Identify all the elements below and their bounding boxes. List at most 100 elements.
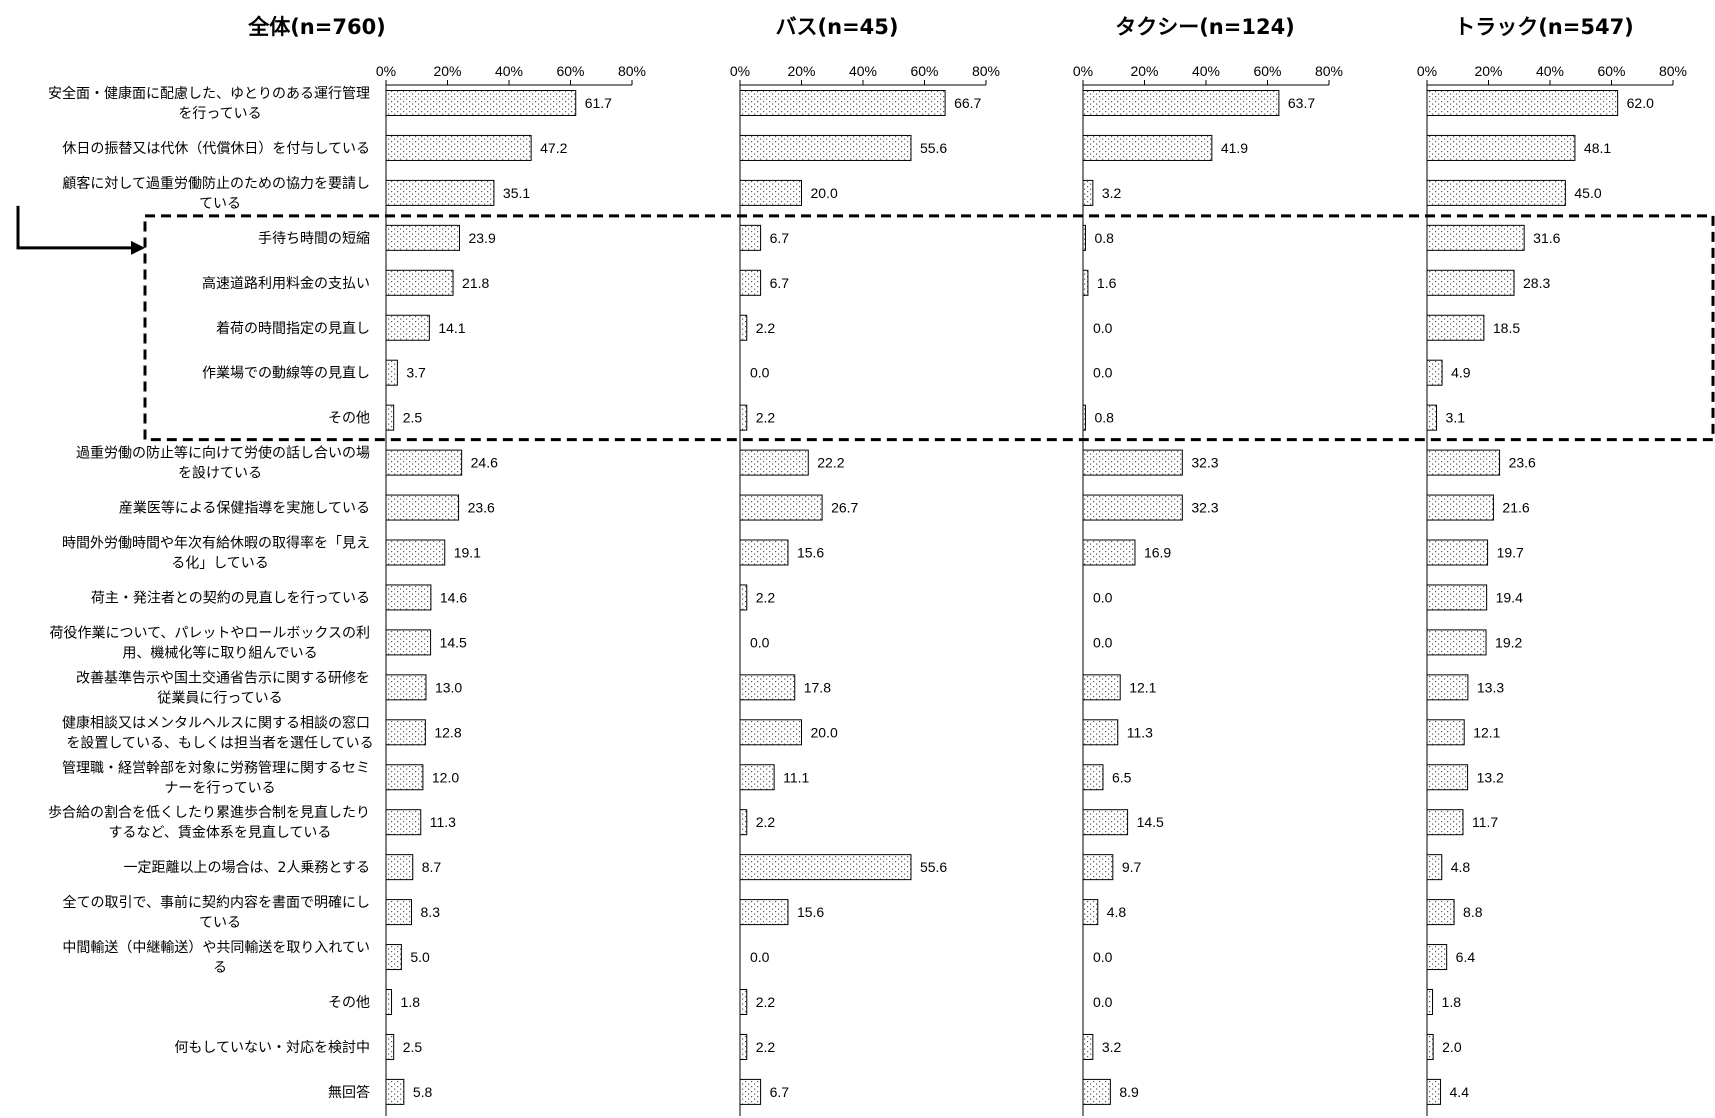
bar (1426, 899, 1455, 926)
data-label: 4.4 (1450, 1084, 1470, 1100)
bar (1082, 764, 1104, 791)
bar (1426, 674, 1469, 701)
bar (385, 269, 454, 296)
category-label: 無回答 (328, 1084, 370, 1101)
panel-title: 全体(n=760) (247, 15, 386, 39)
category-label: 歩合給の割合を低くしたり累進歩合制を見直したりするなど、賃金体系を見直している (48, 804, 370, 841)
category-label: 顧客に対して過重労働防止のための協力を要請している (62, 175, 370, 212)
data-label: 63.7 (1288, 95, 1315, 111)
data-label: 0.0 (750, 365, 770, 381)
bar (1426, 224, 1525, 251)
bar (739, 854, 912, 881)
x-tick-label: 60% (910, 63, 938, 79)
bar (739, 449, 809, 476)
bar (1426, 314, 1485, 341)
panel-2: バス(n=45) 0% 20% 40% 60% 80% 66.7 55.6 20.0 6.7 6.7… (730, 15, 1000, 1116)
bar (1426, 179, 1566, 206)
category-label: 改善基準告示や国土交通省告示に関する研修を従業員に行っている (76, 669, 370, 706)
bar (1082, 224, 1086, 251)
data-label: 12.1 (1129, 679, 1156, 695)
bar (739, 494, 823, 521)
bar (1082, 1033, 1094, 1060)
bar (1082, 1078, 1111, 1105)
bar (1426, 539, 1489, 566)
data-label: 4.8 (1451, 859, 1471, 875)
data-label: 9.7 (1122, 859, 1142, 875)
bar (385, 809, 422, 836)
bar (739, 1078, 762, 1105)
bar (385, 719, 426, 746)
bar (739, 539, 789, 566)
data-label: 14.5 (1137, 814, 1164, 830)
bar (385, 854, 414, 881)
chart-panels: 全体(n=760) 0% 20% 40% 60% 80% 61.7 47.2 35.1 23.9 2… (247, 15, 1687, 1116)
data-label: 47.2 (540, 140, 567, 156)
data-label: 17.8 (804, 679, 831, 695)
bar (385, 584, 432, 611)
data-label: 14.1 (438, 320, 465, 336)
panel-title: バス(n=45) (776, 15, 899, 39)
data-label: 22.2 (817, 455, 844, 471)
bar (1426, 90, 1619, 116)
category-labels: 安全面・健康面に配慮した、ゆとりのある運行管理を行っている休日の振替又は代休（代… (48, 85, 374, 1101)
data-label: 0.8 (1094, 410, 1114, 426)
data-label: 8.7 (422, 859, 442, 875)
bar (385, 90, 577, 116)
data-label: 55.6 (920, 859, 947, 875)
bar (1082, 899, 1099, 926)
x-tick-label: 0% (376, 63, 396, 79)
bar (1426, 719, 1465, 746)
bar (739, 404, 748, 431)
bar (739, 584, 748, 611)
data-label: 2.5 (403, 1039, 423, 1055)
bar (1426, 1033, 1434, 1060)
category-label: 産業医等による保健指導を実施している (119, 500, 370, 517)
category-label: 健康相談又はメンタルヘルスに関する相談の窓口を設置している、もしくは担当者を選任… (62, 714, 374, 751)
x-tick-label: 20% (787, 63, 815, 79)
arrow-head (131, 240, 145, 255)
data-label: 0.0 (1093, 365, 1113, 381)
data-label: 13.3 (1477, 679, 1504, 695)
data-label: 3.2 (1102, 1039, 1122, 1055)
data-label: 23.6 (1509, 455, 1536, 471)
bar (1082, 494, 1183, 521)
data-label: 2.2 (756, 589, 776, 605)
bar (385, 404, 395, 431)
category-label: 過重労働の防止等に向けて労使の話し合いの場を設けている (76, 445, 370, 482)
category-label: 高速道路利用料金の支払い (202, 275, 370, 292)
data-label: 26.7 (831, 500, 858, 516)
data-label: 11.1 (783, 769, 809, 785)
x-tick-label: 60% (556, 63, 584, 79)
data-label: 8.9 (1119, 1084, 1139, 1100)
data-label: 21.6 (1502, 500, 1529, 516)
arrow-line (16, 205, 132, 250)
x-tick-label: 80% (1659, 63, 1687, 79)
data-label: 62.0 (1627, 95, 1654, 111)
x-tick-label: 40% (1536, 63, 1564, 79)
data-label: 13.0 (435, 679, 462, 695)
data-label: 4.9 (1451, 365, 1471, 381)
data-label: 3.2 (1102, 185, 1122, 201)
data-label: 0.8 (1094, 230, 1114, 246)
bar (1426, 764, 1469, 791)
x-tick-label: 80% (618, 63, 646, 79)
category-label: 中間輸送（中継輸送）や共同輸送を取り入れている (62, 940, 370, 976)
bar (739, 764, 775, 791)
data-label: 0.0 (1093, 589, 1113, 605)
data-label: 11.3 (1127, 724, 1153, 740)
data-label: 23.9 (468, 230, 495, 246)
data-label: 0.0 (1093, 320, 1113, 336)
bar (1082, 539, 1136, 566)
x-tick-label: 80% (1315, 63, 1343, 79)
bar (1426, 809, 1464, 836)
bar (1082, 674, 1121, 701)
data-label: 45.0 (1574, 185, 1601, 201)
panel-title: トラック(n=547) (1454, 15, 1634, 39)
bar (385, 179, 495, 206)
x-tick-label: 0% (1417, 63, 1437, 79)
bar (385, 494, 460, 521)
bar (739, 1033, 748, 1060)
data-label: 31.6 (1533, 230, 1560, 246)
data-label: 6.7 (770, 1084, 790, 1100)
